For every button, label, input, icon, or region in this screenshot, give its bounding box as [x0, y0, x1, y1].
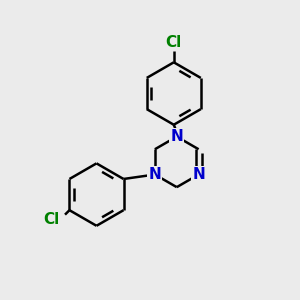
Text: N: N	[148, 167, 161, 182]
Text: N: N	[170, 129, 183, 144]
Text: Cl: Cl	[43, 212, 59, 226]
Text: Cl: Cl	[166, 34, 182, 50]
Text: N: N	[192, 167, 205, 182]
